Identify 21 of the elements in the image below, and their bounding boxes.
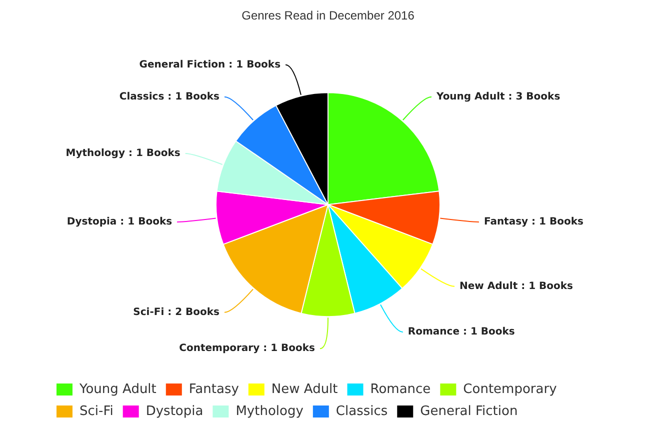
legend-label: Classics (336, 404, 388, 419)
data-label: Mythology : 1 Books (66, 148, 180, 160)
data-label: Classics : 1 Books (119, 91, 220, 102)
legend-label: Dystopia (146, 404, 204, 419)
data-label: Sci-Fi : 2 Books (133, 306, 220, 318)
data-label: Romance : 1 Books (408, 326, 515, 338)
legend-label: Contemporary (463, 382, 558, 397)
legend-label: Sci-Fi (80, 404, 114, 419)
legend-label: New Adult (271, 382, 338, 397)
legend-label: Fantasy (188, 382, 240, 397)
legend-label: General Fiction (420, 404, 518, 419)
legend-label: Romance (370, 382, 431, 397)
data-label: New Adult : 1 Books (460, 280, 574, 292)
data-label: Contemporary : 1 Books (179, 343, 316, 354)
legend-label: Young Adult (78, 382, 156, 397)
data-label: Fantasy : 1 Books (484, 216, 584, 228)
chart-title: Genres Read in December 2016 (242, 8, 415, 23)
legend-label: Mythology (236, 404, 304, 419)
data-label: Young Adult : 3 Books (435, 91, 560, 102)
data-label: Dystopia : 1 Books (66, 216, 172, 228)
data-label: General Fiction : 1 Books (139, 59, 281, 70)
